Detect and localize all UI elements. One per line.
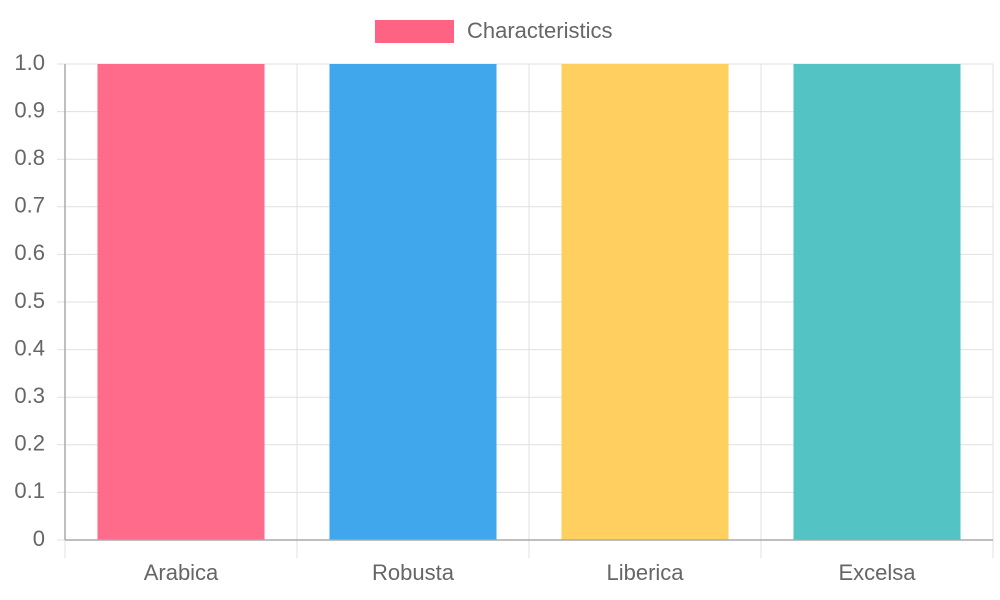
x-tick-label: Excelsa [838, 560, 916, 585]
y-tick-label: 0.8 [14, 145, 45, 170]
y-tick-label: 0.7 [14, 193, 45, 218]
legend-swatch [375, 20, 454, 43]
y-tick-label: 1.0 [14, 50, 45, 75]
y-tick-label: 0.2 [14, 431, 45, 456]
y-tick-label: 0.5 [14, 288, 45, 313]
y-tick-label: 0.3 [14, 383, 45, 408]
bar [561, 64, 729, 540]
bar [329, 64, 497, 540]
y-tick-label: 0.9 [14, 97, 45, 122]
x-tick-label: Robusta [372, 560, 455, 585]
bar [793, 64, 961, 540]
y-tick-label: 0 [33, 526, 45, 551]
legend-label: Characteristics [467, 18, 612, 43]
y-tick-label: 0.6 [14, 240, 45, 265]
x-tick-label: Arabica [144, 560, 219, 585]
y-tick-label: 0.1 [14, 478, 45, 503]
x-tick-label: Liberica [606, 560, 684, 585]
y-tick-label: 0.4 [14, 335, 45, 360]
bar [97, 64, 265, 540]
